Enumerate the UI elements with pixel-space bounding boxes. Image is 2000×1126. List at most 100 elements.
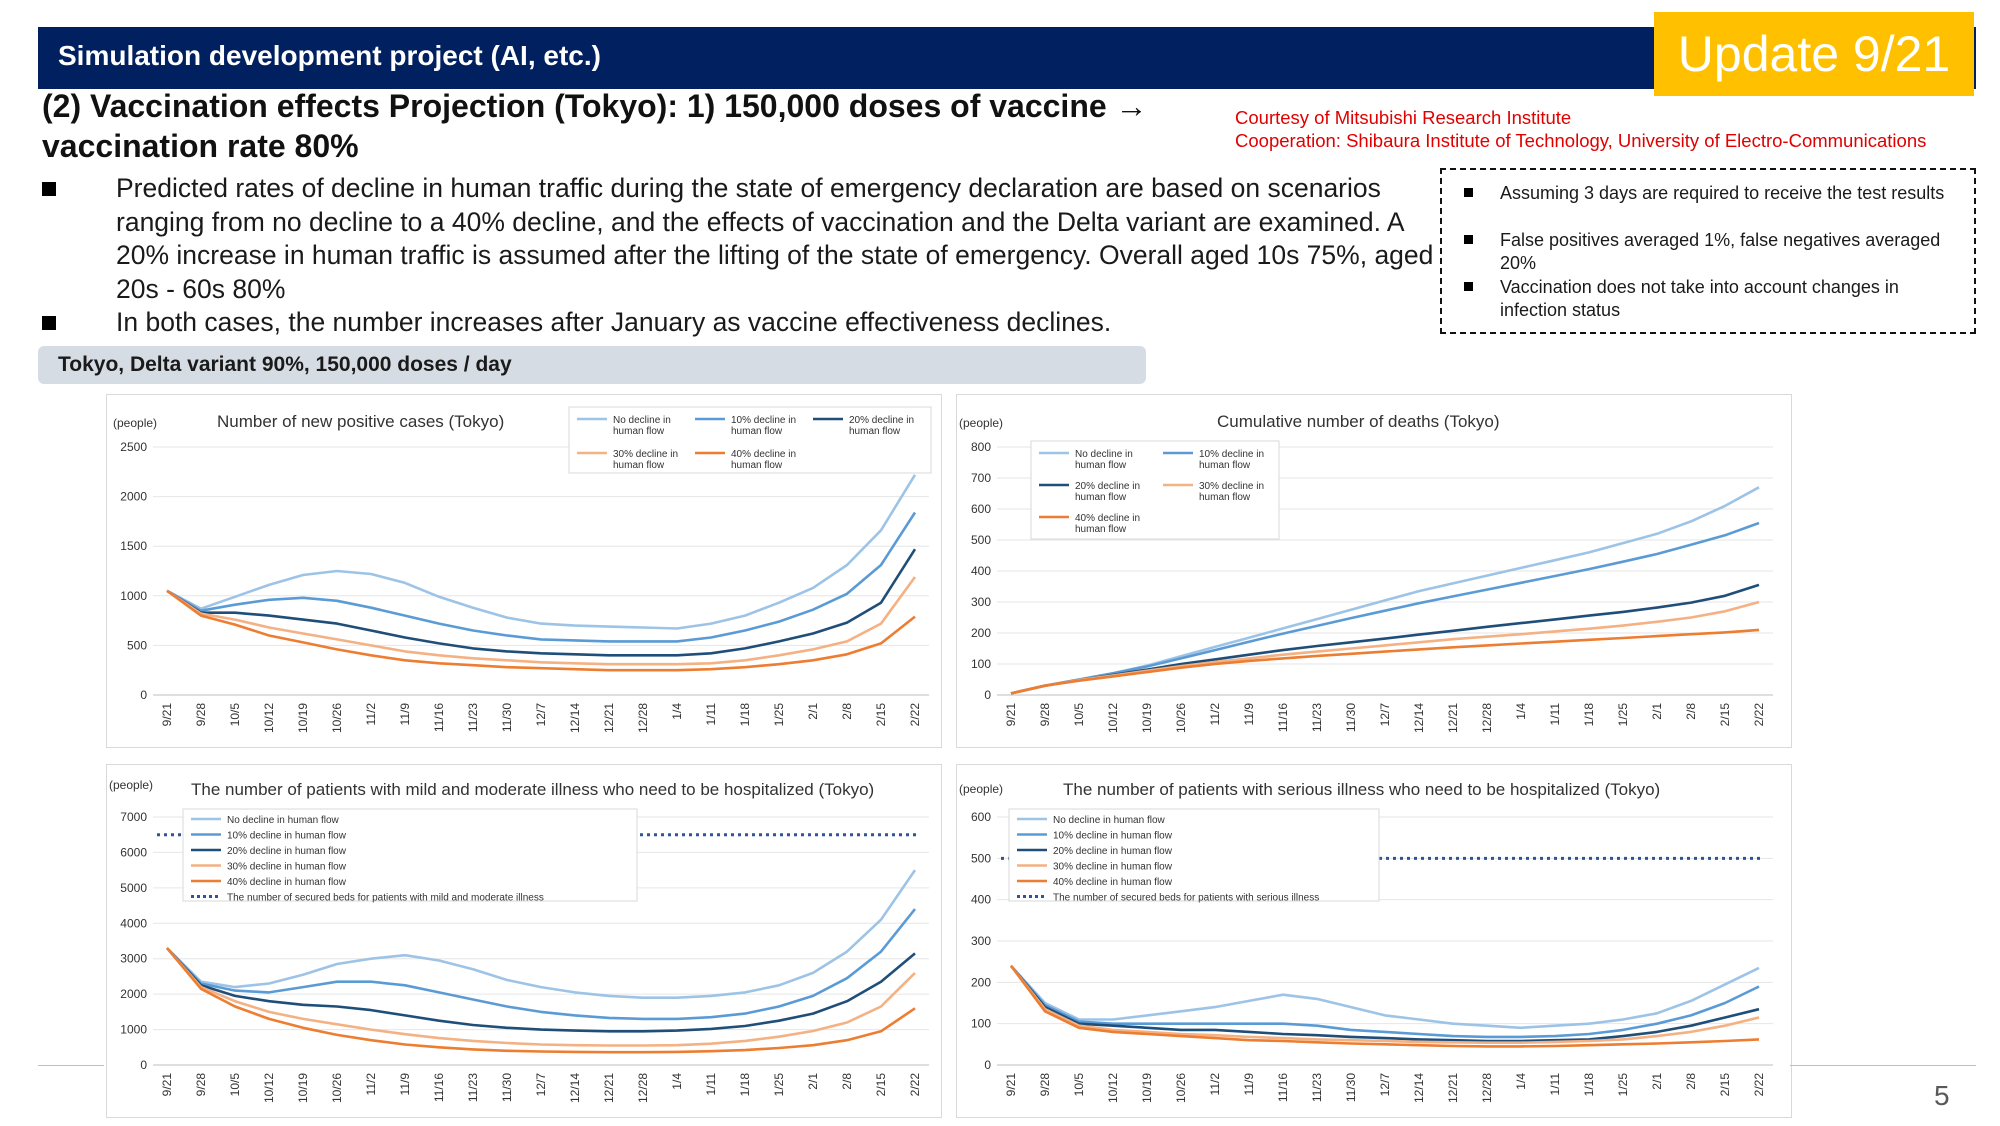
legend-label: No decline in	[1075, 449, 1133, 460]
credits: Courtesy of Mitsubishi Research Institut…	[1235, 106, 1926, 152]
legend-label: 10% decline in human flow	[1053, 831, 1173, 842]
legend-box	[568, 406, 932, 474]
x-tick-label: 9/21	[1004, 703, 1018, 727]
series-line-2	[166, 947, 916, 1033]
x-tick-label: 2/15	[874, 703, 888, 727]
series-line-4	[1010, 628, 1760, 695]
x-tick-label: 2/8	[840, 1073, 854, 1090]
legend-label: human flow	[1075, 460, 1127, 471]
note-square-icon	[1464, 282, 1473, 291]
x-tick-label: 2/22	[1752, 1073, 1766, 1097]
x-tick-label: 1/4	[1514, 703, 1528, 720]
x-tick-label: 9/21	[160, 703, 174, 727]
y-tick-label: 1000	[120, 1023, 147, 1037]
y-axis-label: (people)	[109, 778, 153, 792]
series-line-3	[166, 576, 917, 666]
x-tick-label: 1/25	[772, 1073, 786, 1097]
y-tick-label: 0	[984, 688, 991, 702]
header-title: Simulation development project (AI, etc.…	[58, 40, 601, 71]
x-tick-label: 2/22	[908, 1073, 922, 1097]
x-tick-label: 12/7	[1378, 703, 1392, 727]
x-tick-label: 1/11	[704, 1073, 718, 1096]
legend-label: human flow	[1199, 460, 1251, 471]
footer-divider-right	[1790, 1065, 1976, 1066]
y-tick-label: 0	[140, 688, 147, 702]
x-tick-label: 10/12	[1106, 1073, 1120, 1103]
y-tick-label: 1500	[120, 539, 147, 553]
series-line-1	[1010, 964, 1760, 1039]
update-badge: Update 9/21	[1654, 12, 1974, 96]
legend-box	[182, 808, 638, 902]
x-tick-label: 11/9	[1242, 703, 1256, 726]
x-tick-label: 10/19	[1140, 1073, 1154, 1103]
x-tick-label: 10/5	[228, 1073, 242, 1097]
x-tick-label: 10/5	[228, 703, 242, 727]
legend-label: No decline in	[613, 415, 671, 426]
legend-label: No decline in human flow	[1053, 815, 1166, 826]
y-tick-label: 200	[971, 626, 991, 640]
series-line-4	[166, 947, 916, 1054]
x-tick-label: 12/28	[1480, 703, 1494, 733]
x-tick-label: 10/26	[330, 1073, 344, 1103]
series-line-0	[166, 869, 917, 999]
scenario-label: Tokyo, Delta variant 90%, 150,000 doses …	[38, 346, 1146, 384]
y-tick-label: 1000	[120, 589, 147, 603]
y-tick-label: 600	[971, 810, 991, 824]
x-tick-label: 12/14	[1412, 1073, 1426, 1103]
legend-label: The number of secured beds for patients …	[1053, 893, 1319, 904]
x-tick-label: 2/1	[1650, 1073, 1664, 1090]
legend-label: human flow	[613, 426, 665, 437]
note-3-text: Vaccination does not take into account c…	[1500, 277, 1899, 320]
chart-title: The number of patients with mild and mod…	[191, 780, 874, 799]
chart-new-positive-cases: Number of new positive cases (Tokyo) (peo…	[106, 394, 942, 748]
y-tick-label: 2500	[120, 440, 147, 454]
x-tick-label: 10/12	[262, 1073, 276, 1103]
x-tick-label: 11/16	[1276, 703, 1290, 732]
x-tick-label: 2/1	[1650, 703, 1664, 720]
x-tick-label: 2/8	[1684, 1073, 1698, 1090]
legend-label: 20% decline in human flow	[1053, 846, 1173, 857]
x-tick-label: 12/14	[568, 703, 582, 733]
x-tick-label: 9/28	[1038, 1073, 1052, 1097]
legend-box	[1008, 808, 1380, 902]
x-tick-label: 1/4	[670, 703, 684, 720]
y-tick-label: 800	[971, 440, 991, 454]
x-tick-label: 11/23	[1310, 703, 1324, 732]
chart-svg-cumulative-deaths: Cumulative number of deaths (Tokyo) (peop…	[959, 412, 1773, 733]
x-tick-label: 11/16	[1276, 1073, 1290, 1102]
legend-label: 30% decline in	[613, 449, 678, 460]
y-axis-label: (people)	[959, 782, 1003, 796]
credit-line-2: Cooperation: Shibaura Institute of Techn…	[1235, 130, 1927, 151]
y-tick-label: 300	[971, 595, 991, 609]
legend-label: human flow	[1075, 492, 1127, 503]
x-tick-label: 9/28	[194, 703, 208, 727]
x-tick-label: 12/14	[1412, 703, 1426, 733]
legend-label: human flow	[1075, 524, 1127, 535]
bullet-2-text: In both cases, the number increases afte…	[116, 307, 1112, 337]
x-tick-label: 11/9	[398, 703, 412, 726]
x-tick-label: 12/28	[636, 703, 650, 733]
y-tick-label: 200	[971, 975, 991, 989]
chart-title: The number of patients with serious illn…	[1063, 780, 1660, 799]
note-1-text: Assuming 3 days are required to receive …	[1500, 183, 1945, 203]
legend-label: human flow	[731, 460, 783, 471]
legend-label: 40% decline in	[731, 449, 796, 460]
series-line-2	[166, 548, 917, 657]
y-tick-label: 5000	[120, 881, 147, 895]
legend-label: 30% decline in	[1199, 481, 1264, 492]
x-tick-label: 10/5	[1072, 703, 1086, 727]
x-tick-label: 11/2	[364, 703, 378, 726]
x-tick-label: 11/2	[1208, 1073, 1222, 1096]
x-tick-label: 2/22	[1752, 703, 1766, 727]
y-tick-label: 3000	[120, 952, 147, 966]
x-tick-label: 12/7	[1378, 1073, 1392, 1097]
bullet-1-text: Predicted rates of decline in human traf…	[116, 173, 1434, 304]
x-tick-label: 11/30	[1344, 703, 1358, 732]
y-tick-label: 6000	[120, 845, 147, 859]
series-line-2	[1009, 964, 1760, 1043]
x-tick-label: 11/9	[398, 1073, 412, 1096]
x-tick-label: 12/21	[602, 1073, 616, 1103]
legend-label: 40% decline in human flow	[1053, 877, 1173, 888]
chart-mild-moderate-hospitalized: The number of patients with mild and mod…	[106, 764, 942, 1118]
x-tick-label: 11/2	[1208, 703, 1222, 726]
